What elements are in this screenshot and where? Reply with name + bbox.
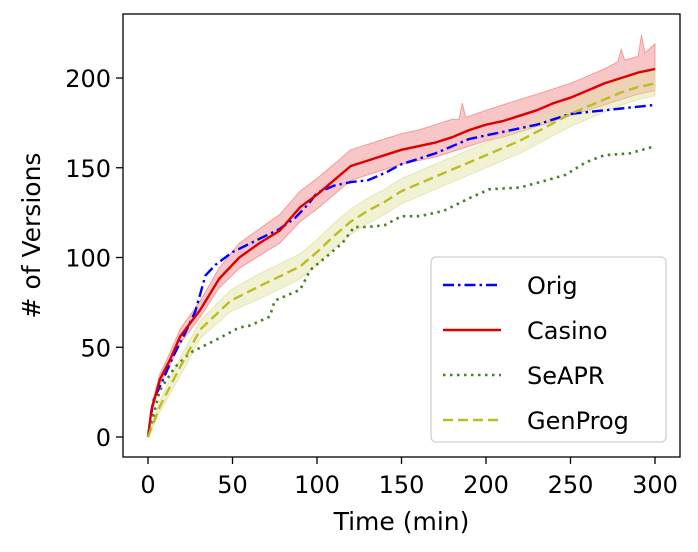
y-tick-label: 0	[96, 424, 111, 452]
y-tick-label: 100	[65, 245, 111, 273]
legend: Orig Casino SeAPR GenProg	[430, 256, 667, 443]
legend-box	[430, 256, 667, 443]
x-tick-label: 150	[379, 471, 425, 499]
y-tick-label: 50	[80, 334, 111, 362]
x-tick-label: 100	[294, 471, 340, 499]
series-line-genprog	[146, 82, 656, 438]
series-line-orig	[146, 103, 656, 438]
x-axis-label: Time (min)	[333, 507, 470, 536]
x-tick-label: 50	[217, 471, 248, 499]
legend-entry-genprog: GenProg	[443, 407, 629, 435]
y-tick-label: 150	[65, 155, 111, 183]
y-axis: 0 50 100 150 200	[65, 65, 123, 452]
series-line-casino	[146, 67, 656, 438]
x-tick-label: 300	[632, 471, 678, 499]
legend-label: Casino	[527, 317, 608, 345]
legend-entry-orig: Orig	[443, 272, 578, 300]
series-lines	[146, 67, 656, 438]
legend-entry-seapr: SeAPR	[443, 362, 605, 390]
x-tick-label: 250	[548, 471, 594, 499]
legend-label: Orig	[527, 272, 578, 300]
x-axis: 0 50 100 150 200 250 300	[140, 457, 678, 499]
y-axis-label: # of Versions	[17, 153, 46, 319]
band-casino	[147, 34, 656, 438]
legend-label: SeAPR	[527, 362, 605, 390]
y-tick-label: 200	[65, 65, 111, 93]
legend-entry-casino: Casino	[443, 317, 608, 345]
legend-label: GenProg	[527, 407, 629, 435]
x-tick-label: 200	[463, 471, 509, 499]
x-tick-label: 0	[140, 471, 155, 499]
